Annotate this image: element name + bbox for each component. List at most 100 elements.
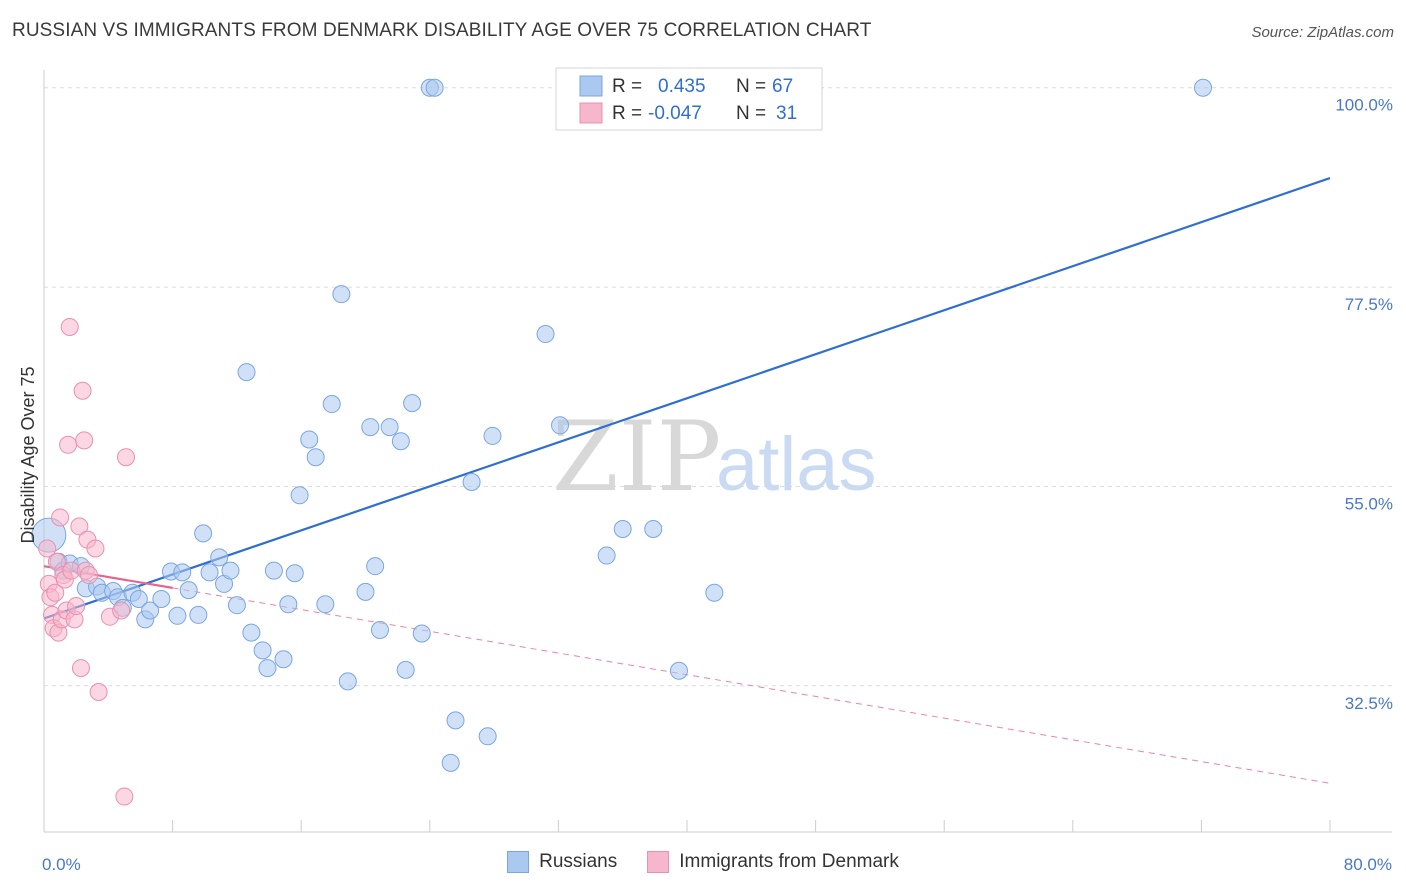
point-blue-50 bbox=[412, 624, 431, 643]
point-blue-44 bbox=[366, 557, 385, 576]
point-pink-18 bbox=[70, 517, 89, 536]
point-pink-19 bbox=[71, 659, 90, 678]
trend-line-blue bbox=[43, 177, 1331, 620]
point-blue-49 bbox=[403, 394, 422, 413]
point-blue-39 bbox=[322, 395, 341, 414]
legend-item-denmark: Immigrants from Denmark bbox=[647, 851, 899, 873]
point-blue-33 bbox=[279, 595, 298, 614]
point-blue-14 bbox=[141, 601, 160, 620]
point-blue-61 bbox=[613, 519, 632, 538]
legend-blue-r-value: 0.435 bbox=[658, 76, 706, 97]
point-blue-32 bbox=[274, 650, 293, 669]
legend-label-russians: Russians bbox=[539, 851, 618, 872]
tick-labels: 32.5% 55.0% 77.5% 100.0% 0.0% 80.0% bbox=[42, 96, 1393, 874]
point-blue-54 bbox=[446, 711, 465, 730]
point-pink-26 bbox=[89, 683, 108, 702]
legend-pink-n-label: N = bbox=[736, 103, 766, 124]
point-blue-55 bbox=[462, 473, 481, 492]
y-tick-label-0: 32.5% bbox=[1345, 694, 1393, 713]
point-blue-59 bbox=[551, 416, 570, 435]
y-tick-label-3: 100.0% bbox=[1335, 96, 1393, 115]
axes bbox=[43, 70, 1392, 833]
y-tick-label-1: 55.0% bbox=[1345, 494, 1393, 513]
point-blue-48 bbox=[396, 660, 415, 679]
point-blue-66 bbox=[1194, 78, 1213, 97]
point-pink-29 bbox=[116, 448, 135, 467]
point-blue-26 bbox=[227, 596, 246, 615]
series-pink bbox=[38, 317, 135, 806]
point-blue-37 bbox=[306, 448, 325, 467]
legend-swatch-pink bbox=[579, 102, 603, 124]
point-pink-28 bbox=[112, 601, 131, 620]
point-blue-62 bbox=[644, 519, 663, 538]
point-blue-47 bbox=[391, 432, 410, 451]
point-blue-35 bbox=[290, 486, 309, 505]
point-blue-42 bbox=[356, 582, 375, 601]
point-blue-45 bbox=[370, 620, 389, 639]
legend-pink-r-value: -0.047 bbox=[648, 103, 702, 124]
point-pink-17 bbox=[67, 597, 86, 616]
point-blue-19 bbox=[179, 581, 198, 600]
watermark: ZIP atlas bbox=[552, 401, 877, 513]
point-blue-18 bbox=[173, 563, 192, 582]
point-blue-25 bbox=[221, 561, 240, 580]
legend-blue-n-label: N = bbox=[736, 76, 766, 97]
watermark-atlas: atlas bbox=[716, 422, 877, 507]
swatch-russians bbox=[507, 851, 530, 873]
point-blue-29 bbox=[253, 641, 272, 660]
point-pink-21 bbox=[75, 431, 94, 450]
point-blue-40 bbox=[332, 285, 351, 304]
series-blue bbox=[31, 78, 1213, 772]
point-blue-23 bbox=[210, 548, 229, 567]
correlation-legend: R = 0.435 N = 67 R = -0.047 N = 31 bbox=[555, 67, 823, 131]
point-blue-31 bbox=[264, 561, 283, 580]
x-tick-label-1: 80.0% bbox=[1344, 855, 1392, 874]
point-pink-30 bbox=[115, 787, 134, 806]
point-pink-13 bbox=[59, 435, 78, 454]
point-blue-34 bbox=[285, 564, 304, 583]
watermark-zip: ZIP bbox=[552, 401, 721, 513]
point-pink-25 bbox=[86, 539, 105, 558]
point-blue-60 bbox=[597, 546, 616, 565]
point-blue-63 bbox=[669, 661, 688, 680]
point-pink-8 bbox=[51, 508, 70, 527]
point-blue-17 bbox=[168, 606, 187, 625]
y-axis-label: Disability Age Over 75 bbox=[18, 366, 38, 543]
legend-blue-r-label: R = bbox=[612, 76, 642, 97]
point-pink-20 bbox=[73, 381, 92, 400]
point-blue-20 bbox=[189, 605, 208, 624]
legend-blue-n-value: 67 bbox=[772, 76, 793, 97]
point-blue-58 bbox=[536, 325, 555, 344]
legend-label-denmark: Immigrants from Denmark bbox=[679, 851, 899, 872]
chart-title: RUSSIAN VS IMMIGRANTS FROM DENMARK DISAB… bbox=[12, 20, 872, 41]
legend-swatch-blue bbox=[579, 75, 603, 97]
point-blue-41 bbox=[338, 672, 357, 691]
point-blue-36 bbox=[300, 430, 319, 449]
series-legend: Russians Immigrants from Denmark bbox=[0, 851, 1406, 873]
point-blue-56 bbox=[478, 727, 497, 746]
point-pink-24 bbox=[80, 566, 99, 585]
point-blue-43 bbox=[361, 418, 380, 437]
legend-pink-r-label: R = bbox=[612, 103, 642, 124]
point-blue-64 bbox=[705, 583, 724, 602]
gridlines bbox=[44, 87, 1392, 687]
point-blue-21 bbox=[194, 524, 213, 543]
point-blue-27 bbox=[237, 363, 256, 382]
legend-pink-n-value: 31 bbox=[776, 103, 797, 124]
point-blue-30 bbox=[258, 659, 277, 678]
point-blue-52 bbox=[425, 78, 444, 97]
point-pink-5 bbox=[46, 583, 65, 602]
legend-item-russians: Russians bbox=[507, 851, 617, 873]
point-blue-46 bbox=[380, 418, 399, 437]
y-tick-label-2: 77.5% bbox=[1345, 295, 1393, 314]
x-tick-label-0: 0.0% bbox=[42, 855, 81, 874]
point-pink-0 bbox=[38, 539, 57, 558]
swatch-denmark bbox=[647, 851, 670, 873]
point-blue-57 bbox=[483, 426, 502, 445]
point-blue-28 bbox=[242, 623, 261, 642]
source-label: Source: ZipAtlas.com bbox=[1251, 24, 1394, 41]
point-blue-15 bbox=[152, 589, 171, 608]
trend-line-pink-dashed bbox=[172, 587, 1331, 784]
point-blue-38 bbox=[316, 595, 335, 614]
